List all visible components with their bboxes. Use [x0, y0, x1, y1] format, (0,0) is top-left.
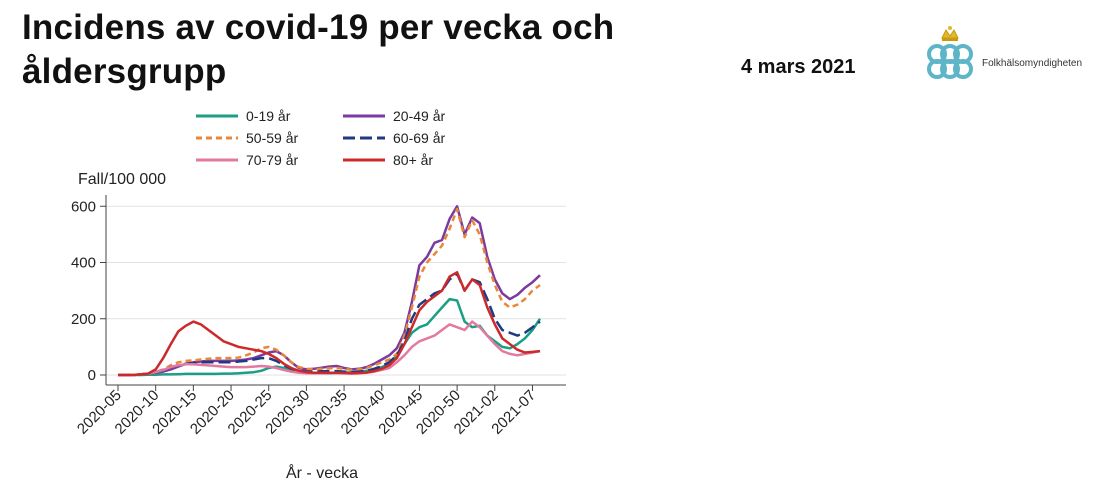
- y-axis-title: Fall/100 000: [78, 171, 166, 188]
- legend-label-1: 20-49 år: [393, 108, 445, 124]
- slide-title: Incidens av covid-19 per vecka och ålder…: [22, 8, 615, 91]
- legend: 0-19 år 20-49 år 50-59 år 60-69 år 70-79 år 8…: [196, 108, 445, 168]
- crown-rings-icon: [927, 26, 973, 79]
- legend-label-4: 70-79 år: [246, 152, 298, 168]
- plot-area: [106, 195, 566, 385]
- series-lines: [118, 205, 542, 377]
- y-tick-label: 400: [71, 255, 96, 272]
- y-tick-label: 0: [88, 367, 96, 384]
- legend-label-3: 60-69 år: [393, 130, 445, 146]
- folkhalsomyndigheten-logo: Folkhälsomyndigheten: [920, 24, 1110, 90]
- logo-text: Folkhälsomyndigheten: [982, 58, 1083, 69]
- legend-label-0: 0-19 år: [246, 108, 291, 124]
- x-axis-title: År - vecka: [286, 463, 358, 482]
- legend-label-2: 50-59 år: [246, 130, 298, 146]
- series-line-2: [118, 207, 541, 377]
- y-tick-label: 200: [71, 311, 96, 328]
- legend-label-5: 80+ år: [393, 152, 433, 168]
- y-tick-label: 600: [71, 198, 96, 215]
- incidence-chart: 0-19 år 20-49 år 50-59 år 60-69 år 70-79 år 8…: [71, 108, 566, 482]
- series-line-5: [118, 271, 541, 377]
- report-date: 4 mars 2021: [741, 56, 856, 78]
